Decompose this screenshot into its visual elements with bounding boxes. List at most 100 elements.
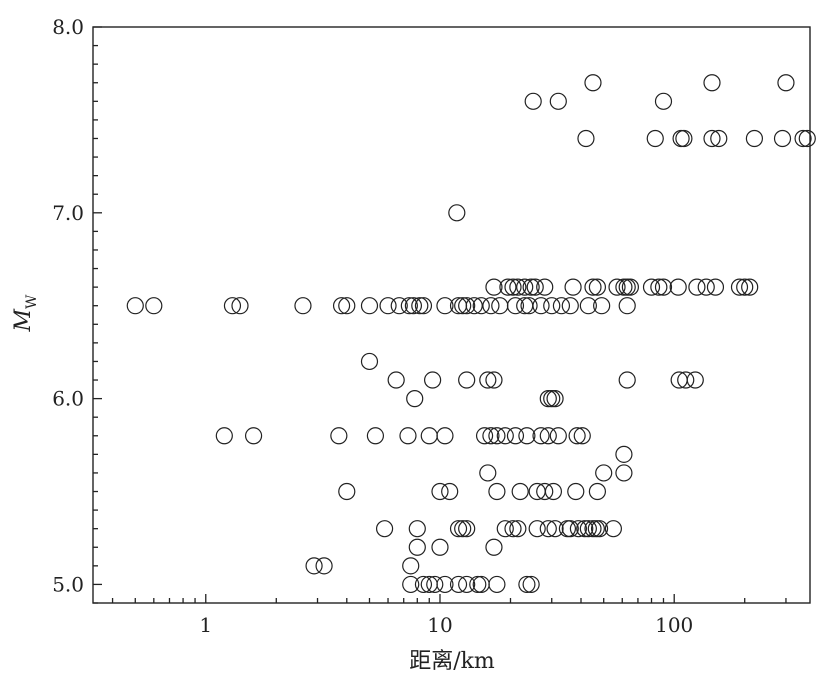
data-point (518, 575, 536, 594)
data-point (588, 278, 607, 296)
data-point (479, 371, 497, 389)
data-point (436, 297, 454, 315)
data-point (516, 278, 534, 296)
data-point (516, 297, 534, 315)
data-point (573, 427, 591, 445)
data-point (223, 297, 242, 315)
data-point (449, 520, 468, 538)
data-point (642, 278, 661, 296)
data-point (587, 520, 605, 538)
data-point (431, 482, 449, 501)
data-point (588, 482, 607, 501)
data-point (564, 278, 582, 296)
data-points (126, 74, 816, 594)
data-point (244, 427, 263, 445)
x-tick-label: 1 (199, 613, 212, 637)
data-point (485, 278, 503, 296)
data-point (399, 427, 417, 445)
data-point (387, 371, 405, 389)
data-point (615, 445, 633, 463)
data-point (539, 427, 557, 445)
data-point (532, 297, 550, 315)
data-point (499, 278, 517, 296)
data-point (522, 278, 540, 296)
data-point (777, 74, 795, 92)
data-point (479, 464, 497, 482)
data-point (504, 278, 522, 296)
y-tick-label: 8.0 (52, 15, 84, 39)
data-point (400, 297, 418, 315)
data-point (458, 520, 476, 538)
data-point (618, 297, 636, 315)
data-point (561, 520, 579, 538)
data-point (544, 482, 563, 501)
data-point (568, 427, 586, 445)
data-point (454, 520, 472, 538)
data-point (454, 297, 472, 315)
data-point (608, 278, 626, 296)
data-point (579, 297, 597, 315)
data-point (475, 427, 494, 445)
data-point (706, 278, 725, 296)
data-point (745, 129, 764, 148)
data-point (798, 129, 816, 148)
data-point (488, 575, 506, 594)
data-point (436, 575, 454, 594)
data-point (549, 427, 567, 445)
data-point (420, 427, 438, 445)
data-point (584, 74, 602, 92)
data-point (584, 278, 602, 296)
data-point (543, 297, 561, 315)
y-axis-title-main: M (11, 308, 36, 332)
data-point (621, 278, 639, 296)
data-point (584, 520, 602, 538)
data-point (569, 520, 588, 538)
data-point (414, 575, 433, 594)
data-point (426, 575, 444, 594)
data-point (506, 297, 525, 315)
data-point (576, 520, 594, 538)
data-point (338, 297, 356, 315)
data-point (654, 92, 673, 110)
data-point (126, 297, 144, 315)
y-axis-title-sub: W (24, 294, 40, 309)
data-point (375, 520, 394, 538)
data-point (379, 297, 397, 315)
data-point (390, 297, 408, 315)
data-point (360, 352, 379, 371)
data-point (670, 371, 688, 389)
data-point (615, 278, 633, 296)
data-point (472, 297, 490, 315)
data-point (472, 575, 490, 594)
data-point (408, 520, 426, 538)
data-point (215, 427, 233, 445)
data-point (590, 520, 609, 538)
data-point (424, 371, 442, 389)
data-point (408, 538, 426, 556)
data-point (448, 204, 466, 222)
data-point (703, 74, 721, 92)
data-point (539, 520, 557, 538)
data-point (465, 297, 483, 315)
data-point (145, 297, 163, 315)
data-point (458, 575, 476, 594)
y-tick-labels: 5.0 6.0 7.0 8.0 (52, 15, 84, 596)
data-point (532, 427, 550, 445)
data-point (504, 520, 522, 538)
data-point (604, 520, 622, 538)
data-point (231, 297, 249, 315)
data-point (436, 427, 454, 445)
data-point (509, 520, 527, 538)
data-point (577, 129, 595, 148)
data-point (360, 297, 379, 315)
data-point (496, 427, 514, 445)
data-point (315, 557, 333, 575)
data-point (406, 390, 424, 408)
data-point (528, 520, 546, 538)
data-point (579, 520, 597, 538)
data-point (618, 371, 636, 389)
data-point (730, 278, 749, 296)
data-point (520, 297, 538, 315)
data-point (710, 129, 728, 148)
y-tick-label: 7.0 (52, 201, 84, 225)
